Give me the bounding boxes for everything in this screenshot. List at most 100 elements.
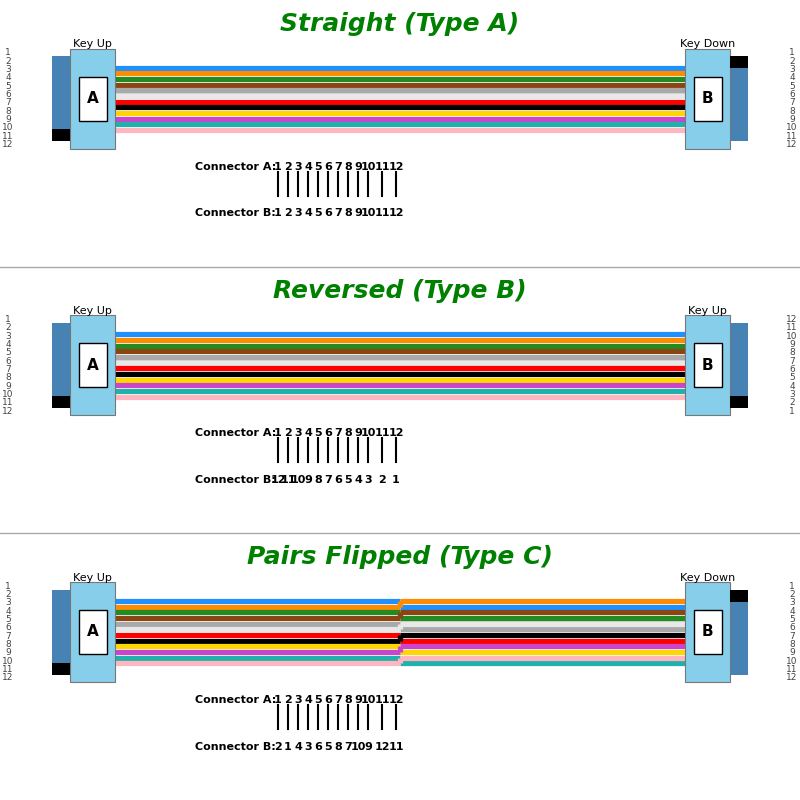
Text: 2: 2 bbox=[284, 428, 292, 438]
Text: 3: 3 bbox=[364, 475, 372, 485]
Bar bbox=[52, 396, 70, 408]
Text: 12: 12 bbox=[2, 140, 14, 149]
Text: 8: 8 bbox=[344, 428, 352, 438]
Text: 8: 8 bbox=[789, 640, 795, 649]
Text: 7: 7 bbox=[5, 632, 11, 641]
Text: 6: 6 bbox=[5, 90, 11, 99]
Text: 10: 10 bbox=[360, 162, 376, 172]
Text: 9: 9 bbox=[354, 208, 362, 218]
Text: 4: 4 bbox=[354, 475, 362, 485]
Text: Connector B:: Connector B: bbox=[195, 208, 276, 218]
Text: 10: 10 bbox=[2, 657, 14, 666]
Text: 8: 8 bbox=[789, 348, 795, 358]
Text: 3: 3 bbox=[5, 65, 11, 74]
Text: 4: 4 bbox=[304, 162, 312, 172]
Text: 10: 10 bbox=[360, 208, 376, 218]
Text: 11: 11 bbox=[374, 695, 390, 705]
Bar bbox=[730, 590, 748, 602]
Text: Key Up: Key Up bbox=[688, 306, 727, 316]
Text: 3: 3 bbox=[304, 742, 312, 752]
Text: 7: 7 bbox=[334, 695, 342, 705]
Text: 1: 1 bbox=[789, 48, 795, 58]
Text: A: A bbox=[86, 358, 98, 373]
Text: 11: 11 bbox=[2, 398, 14, 407]
Bar bbox=[730, 56, 748, 68]
Text: 8: 8 bbox=[344, 162, 352, 172]
Text: 6: 6 bbox=[334, 475, 342, 485]
Bar bbox=[78, 343, 106, 387]
Text: 6: 6 bbox=[5, 623, 11, 632]
Text: 7: 7 bbox=[334, 162, 342, 172]
Text: 5: 5 bbox=[314, 428, 322, 438]
Text: 9: 9 bbox=[789, 340, 795, 349]
Text: Connector A:: Connector A: bbox=[195, 428, 276, 438]
Bar bbox=[52, 662, 70, 674]
Text: 11: 11 bbox=[374, 428, 390, 438]
Text: 3: 3 bbox=[789, 390, 795, 399]
Text: A: A bbox=[86, 91, 98, 106]
Text: 12: 12 bbox=[374, 742, 390, 752]
Text: 3: 3 bbox=[294, 428, 302, 438]
Text: 9: 9 bbox=[789, 648, 795, 658]
Text: 12: 12 bbox=[388, 695, 404, 705]
Text: 12: 12 bbox=[2, 674, 14, 682]
Text: 11: 11 bbox=[2, 665, 14, 674]
Text: 7: 7 bbox=[5, 98, 11, 107]
Text: 10: 10 bbox=[360, 428, 376, 438]
Text: 6: 6 bbox=[324, 428, 332, 438]
Text: 1: 1 bbox=[274, 162, 282, 172]
Text: 11: 11 bbox=[374, 208, 390, 218]
Text: 4: 4 bbox=[304, 428, 312, 438]
Text: 2: 2 bbox=[378, 475, 386, 485]
Text: 2: 2 bbox=[284, 162, 292, 172]
Text: B: B bbox=[702, 358, 714, 373]
Text: 11: 11 bbox=[280, 475, 296, 485]
Text: 7: 7 bbox=[324, 475, 332, 485]
Bar bbox=[730, 323, 748, 408]
Text: 1: 1 bbox=[5, 315, 11, 324]
Text: 7: 7 bbox=[5, 365, 11, 374]
Text: 12: 12 bbox=[786, 674, 798, 682]
Text: 3: 3 bbox=[294, 695, 302, 705]
Text: 2: 2 bbox=[5, 590, 11, 599]
Text: 4: 4 bbox=[789, 606, 795, 616]
Text: 3: 3 bbox=[294, 208, 302, 218]
Bar bbox=[685, 49, 730, 149]
Text: 5: 5 bbox=[5, 348, 11, 358]
Bar bbox=[694, 343, 722, 387]
Bar bbox=[52, 590, 70, 674]
Bar bbox=[52, 129, 70, 141]
Bar bbox=[52, 56, 70, 141]
Text: 9: 9 bbox=[5, 382, 11, 390]
Text: 9: 9 bbox=[5, 115, 11, 124]
Text: 3: 3 bbox=[5, 332, 11, 341]
Text: 5: 5 bbox=[324, 742, 332, 752]
Text: 2: 2 bbox=[284, 695, 292, 705]
Text: 9: 9 bbox=[304, 475, 312, 485]
Text: 5: 5 bbox=[5, 615, 11, 624]
Text: 12: 12 bbox=[270, 475, 286, 485]
Text: 7: 7 bbox=[344, 742, 352, 752]
Text: Key Down: Key Down bbox=[680, 573, 735, 582]
Text: 10: 10 bbox=[2, 123, 14, 132]
Text: 2: 2 bbox=[5, 323, 11, 332]
Text: 8: 8 bbox=[789, 106, 795, 116]
Text: 9: 9 bbox=[789, 115, 795, 124]
Text: 1: 1 bbox=[284, 742, 292, 752]
Bar bbox=[694, 77, 722, 121]
Text: 8: 8 bbox=[5, 106, 11, 116]
Text: 12: 12 bbox=[786, 315, 798, 324]
Text: 7: 7 bbox=[789, 357, 795, 366]
Text: 8: 8 bbox=[5, 640, 11, 649]
Text: 2: 2 bbox=[789, 590, 795, 599]
Bar bbox=[685, 315, 730, 415]
Text: 4: 4 bbox=[304, 208, 312, 218]
Text: B: B bbox=[702, 625, 714, 639]
Text: 10: 10 bbox=[290, 475, 306, 485]
Text: 4: 4 bbox=[789, 382, 795, 390]
Text: 6: 6 bbox=[324, 695, 332, 705]
Text: 11: 11 bbox=[388, 742, 404, 752]
Text: 3: 3 bbox=[789, 598, 795, 607]
Text: 8: 8 bbox=[344, 695, 352, 705]
Text: 2: 2 bbox=[789, 57, 795, 66]
